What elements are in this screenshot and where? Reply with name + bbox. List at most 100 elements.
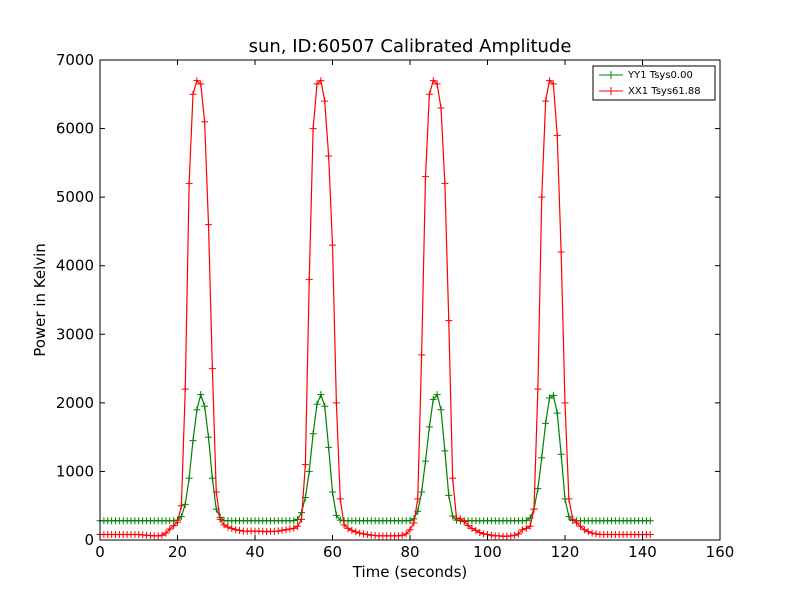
x-tick-label: 20 <box>168 543 187 561</box>
data-point-yy1 <box>185 474 193 482</box>
data-point-xx1 <box>228 524 236 532</box>
y-tick-label: 3000 <box>56 325 94 343</box>
series-layer <box>96 77 654 540</box>
data-point-yy1 <box>441 447 449 455</box>
data-point-xx1 <box>321 97 329 105</box>
x-tick-label: 160 <box>706 543 735 561</box>
data-point-xx1 <box>542 97 550 105</box>
y-tick: 2000 <box>56 394 720 412</box>
data-point-xx1 <box>425 90 433 98</box>
data-point-xx1 <box>592 530 600 538</box>
data-point-xx1 <box>569 515 577 523</box>
data-point-xx1 <box>360 530 367 538</box>
x-tick: 80 <box>400 60 420 561</box>
data-point-xx1 <box>208 365 216 373</box>
data-point-xx1 <box>437 104 445 112</box>
data-point-yy1 <box>553 409 561 417</box>
data-point-yy1 <box>429 395 437 403</box>
y-tick-label: 6000 <box>56 120 94 138</box>
data-point-yy1 <box>418 488 426 496</box>
plot-background <box>100 60 720 540</box>
data-point-xx1 <box>220 521 228 529</box>
legend-marker-yy1 <box>607 71 615 79</box>
y-tick: 7000 <box>56 51 720 69</box>
data-point-xx1 <box>553 131 561 139</box>
data-point-xx1 <box>309 125 317 133</box>
data-point-xx1 <box>290 524 298 532</box>
data-point-xx1 <box>154 532 162 540</box>
legend-label-yy1: YY1 Tsys0.00 <box>627 70 693 81</box>
x-tick-label: 0 <box>95 543 105 561</box>
data-point-xx1 <box>332 399 340 407</box>
data-point-xx1 <box>584 528 592 536</box>
data-point-xx1 <box>189 90 197 98</box>
data-point-yy1 <box>522 517 530 525</box>
x-tick-label: 100 <box>473 543 502 561</box>
data-point-xx1 <box>170 522 178 530</box>
data-point-xx1 <box>588 529 596 537</box>
data-point-yy1 <box>201 402 209 410</box>
legend-box <box>592 65 716 101</box>
data-point-xx1 <box>158 531 166 539</box>
data-point-xx1 <box>201 118 209 126</box>
data-point-yy1 <box>309 430 317 438</box>
data-point-xx1 <box>433 80 441 88</box>
data-point-xx1 <box>565 495 573 503</box>
data-point-yy1 <box>646 517 654 525</box>
y-tick-label: 0 <box>84 531 94 549</box>
data-point-xx1 <box>301 461 309 469</box>
data-point-yy1 <box>425 423 433 431</box>
data-point-xx1 <box>464 522 472 530</box>
data-point-xx1 <box>573 519 581 527</box>
chart-title: sun, ID:60507 Calibrated Amplitude <box>249 36 572 57</box>
data-point-xx1 <box>577 522 584 530</box>
series-yy1 <box>96 391 654 525</box>
data-point-xx1 <box>453 514 460 522</box>
data-point-yy1 <box>189 437 197 445</box>
legend-entry-yy1: YY1 Tsys0.00 <box>599 70 693 81</box>
y-tick: 1000 <box>56 462 720 480</box>
data-point-yy1 <box>313 400 321 408</box>
data-point-yy1 <box>193 406 201 414</box>
data-point-xx1 <box>476 528 484 536</box>
legend-entry-xx1: XX1 Tsys61.88 <box>599 86 701 97</box>
data-point-xx1 <box>298 515 305 523</box>
data-point-yy1 <box>181 500 189 508</box>
data-point-yy1 <box>406 517 414 525</box>
data-point-xx1 <box>329 241 336 249</box>
data-point-xx1 <box>526 522 534 530</box>
data-point-xx1 <box>456 515 464 523</box>
data-point-xx1 <box>185 179 193 187</box>
legend-label-xx1: XX1 Tsys61.88 <box>628 86 701 97</box>
data-point-xx1 <box>398 531 406 539</box>
x-tick-label: 140 <box>628 543 657 561</box>
data-point-xx1 <box>468 524 476 532</box>
plot-area: 0 20 40 60 80 100 120 140 160 0 1000 2000 3000 4000 50… <box>56 51 735 561</box>
data-point-xx1 <box>515 530 522 538</box>
y-tick: 4000 <box>56 257 720 275</box>
data-point-yy1 <box>305 467 313 475</box>
x-tick: 40 <box>245 60 265 561</box>
data-point-yy1 <box>336 516 344 524</box>
data-point-yy1 <box>538 454 546 462</box>
data-point-yy1 <box>290 517 298 525</box>
x-tick: 100 <box>473 60 502 561</box>
data-point-yy1 <box>329 488 336 496</box>
data-point-xx1 <box>313 80 321 88</box>
data-point-xx1 <box>546 77 553 85</box>
x-tick-label: 80 <box>400 543 419 561</box>
data-point-xx1 <box>557 248 565 256</box>
y-tick: 5000 <box>56 188 720 206</box>
data-point-xx1 <box>429 77 437 85</box>
data-point-xx1 <box>212 488 220 496</box>
data-point-xx1 <box>418 351 426 359</box>
x-tick: 20 <box>168 60 187 561</box>
data-point-xx1 <box>278 526 286 534</box>
data-point-yy1 <box>565 513 573 521</box>
data-point-xx1 <box>336 495 344 503</box>
data-point-xx1 <box>561 399 569 407</box>
data-point-xx1 <box>406 526 414 534</box>
data-point-xx1 <box>414 495 422 503</box>
data-point-xx1 <box>216 515 224 523</box>
